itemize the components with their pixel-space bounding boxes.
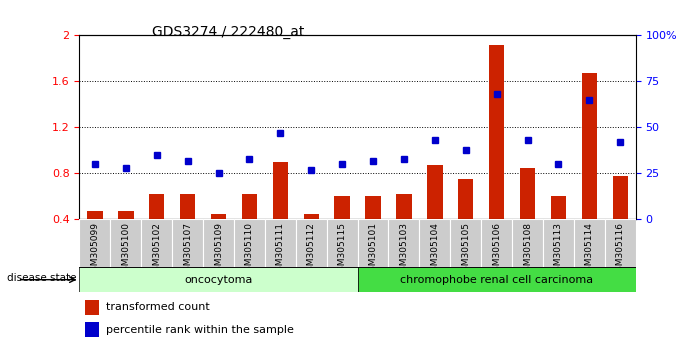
Bar	[520, 168, 536, 219]
Bar	[296, 219, 327, 267]
Bar	[111, 219, 141, 267]
Text: GSM305116: GSM305116	[616, 222, 625, 277]
Text: GSM305105: GSM305105	[462, 222, 471, 277]
Text: GSM305115: GSM305115	[338, 222, 347, 277]
Bar	[79, 219, 111, 267]
Text: GDS3274 / 222480_at: GDS3274 / 222480_at	[152, 25, 305, 39]
Bar	[419, 219, 451, 267]
Text: GSM305106: GSM305106	[492, 222, 501, 277]
Bar	[489, 45, 504, 219]
Bar	[543, 219, 574, 267]
Bar	[574, 219, 605, 267]
Bar	[87, 211, 103, 219]
Text: GSM305112: GSM305112	[307, 222, 316, 277]
Text: percentile rank within the sample: percentile rank within the sample	[106, 325, 294, 335]
Bar	[149, 194, 164, 219]
Bar	[481, 219, 512, 267]
Bar	[79, 267, 358, 292]
Bar	[180, 194, 196, 219]
Bar	[427, 165, 442, 219]
Bar	[358, 219, 388, 267]
Bar	[303, 214, 319, 219]
Bar	[612, 176, 628, 219]
Bar	[242, 194, 257, 219]
Text: GSM305100: GSM305100	[122, 222, 131, 277]
Bar	[118, 211, 133, 219]
Bar	[211, 214, 226, 219]
Bar	[605, 219, 636, 267]
Text: GSM305113: GSM305113	[554, 222, 563, 277]
Bar	[141, 219, 172, 267]
Bar	[396, 194, 412, 219]
Bar	[388, 219, 419, 267]
Text: GSM305114: GSM305114	[585, 222, 594, 277]
Bar	[512, 219, 543, 267]
Text: GSM305104: GSM305104	[430, 222, 439, 277]
Text: disease state: disease state	[7, 273, 77, 283]
Text: GSM305099: GSM305099	[91, 222, 100, 277]
Bar	[366, 196, 381, 219]
Bar	[334, 196, 350, 219]
Bar	[327, 219, 358, 267]
Text: GSM305111: GSM305111	[276, 222, 285, 277]
Bar	[551, 196, 566, 219]
Bar	[203, 219, 234, 267]
Bar	[234, 219, 265, 267]
Text: GSM305103: GSM305103	[399, 222, 408, 277]
Bar	[265, 219, 296, 267]
Bar	[85, 322, 99, 337]
Bar	[451, 219, 481, 267]
Text: GSM305101: GSM305101	[368, 222, 377, 277]
Bar	[582, 73, 597, 219]
Bar	[172, 219, 203, 267]
Text: GSM305107: GSM305107	[183, 222, 192, 277]
Text: GSM305102: GSM305102	[152, 222, 161, 277]
Bar	[458, 179, 473, 219]
Text: GSM305108: GSM305108	[523, 222, 532, 277]
Text: GSM305109: GSM305109	[214, 222, 223, 277]
Bar	[358, 267, 636, 292]
Bar	[273, 162, 288, 219]
Text: chromophobe renal cell carcinoma: chromophobe renal cell carcinoma	[400, 275, 593, 285]
Text: transformed count: transformed count	[106, 302, 210, 313]
Text: GSM305110: GSM305110	[245, 222, 254, 277]
Text: oncocytoma: oncocytoma	[184, 275, 253, 285]
Bar	[85, 300, 99, 315]
